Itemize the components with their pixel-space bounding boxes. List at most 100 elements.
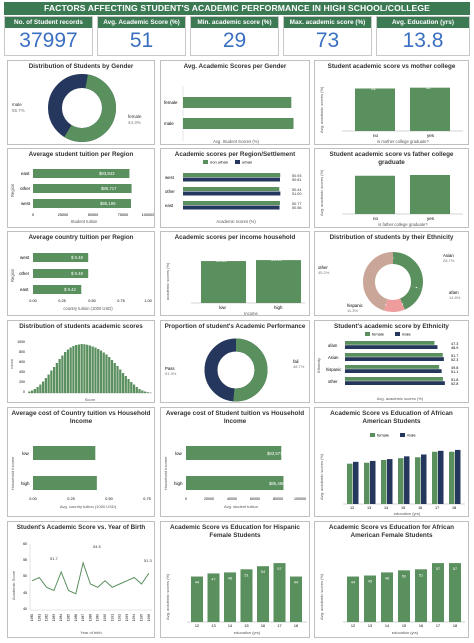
axis-label-y: Household Income [163, 456, 168, 490]
bar-14 [224, 572, 236, 622]
tick-label: 18 [294, 624, 298, 628]
category-label: east [20, 287, 29, 292]
histogram-bar [116, 366, 119, 393]
category-label: other [19, 271, 30, 276]
bar-east-urban [183, 205, 280, 210]
tick-label: 0.50 [105, 497, 112, 501]
kpi-value: 73 [315, 29, 340, 52]
bar-13 [364, 575, 376, 622]
tick-label: 18 [452, 506, 456, 510]
tick-label: 1982 [45, 614, 49, 621]
bar-hispanic-male [345, 369, 442, 373]
tick-label: 1994 [132, 614, 136, 621]
panel-tuition-region: Average student tuition per Region east … [7, 148, 155, 228]
chart-title: Distribution of students by their Ethnic… [329, 234, 454, 241]
data-label: 50.44 [292, 188, 302, 192]
data-label: 51.7 [451, 354, 458, 358]
histogram-bar [141, 390, 144, 393]
histogram-bar [86, 344, 89, 393]
category-label: female [164, 100, 178, 105]
chart-title: Average country tuition per Region [28, 234, 134, 241]
data-label: 57 [277, 567, 281, 571]
legend-pct-female: 44.3% [128, 120, 141, 125]
legend-pct-fail: 48.7% [293, 364, 305, 369]
bar-14-female [381, 460, 387, 504]
kpi-label: Max. academic score (%) [284, 17, 371, 28]
data-label: $ 0.42 [64, 287, 77, 292]
tick-label: 1984 [59, 614, 63, 621]
tick-label: 1983 [52, 614, 56, 621]
axis-label-y: Region [10, 268, 15, 282]
pass-fail-donut-chart: Pass 51.3% fail 48.7% [165, 338, 305, 402]
bar-12 [191, 576, 203, 622]
panel-pass-fail: Proportion of student's Academic Perform… [160, 320, 310, 403]
data-label: 47.3 [451, 342, 458, 346]
histogram-bar [64, 352, 67, 393]
bar-afam-male [345, 345, 438, 349]
bar-Asian-female [345, 353, 443, 357]
tick-label: 60000 [250, 497, 260, 501]
bar-Asian-male [345, 357, 444, 361]
tick-label: 0 [185, 497, 187, 501]
ethnicity-score-bar-chart: female male afam Asian hispanic other 47… [316, 332, 458, 402]
bar-low [33, 446, 96, 460]
axis-label-x: country tuition (1000 USD) [63, 306, 113, 311]
category-label: other [328, 379, 338, 384]
panel-year-of-birth: Student's Academic Score vs. Year of Bir… [7, 521, 155, 638]
histogram-bar [55, 363, 59, 393]
panel-father-college: Student academic score vs father college… [314, 148, 469, 228]
data-label: 52.8 [451, 382, 458, 386]
data-label: 50.33 [216, 258, 227, 263]
histogram-bar [58, 359, 61, 393]
tick-label: 17 [435, 506, 439, 510]
legend-swatch-non-urban [203, 160, 208, 164]
panel-country-tuition-region: Average country tuition per Region west … [7, 231, 155, 316]
tick-label: 1995 [140, 614, 144, 621]
bar-17 [273, 563, 286, 622]
tick-label: 20000 [204, 497, 214, 501]
axis-label-x: Student tuition [71, 219, 98, 224]
tick-label: 45 [23, 591, 27, 595]
chart-title: Student academic score vs mother college [327, 63, 456, 70]
histogram-bar [143, 391, 147, 393]
chart-title: Distribution of students academic scores [19, 323, 143, 330]
bar-low [201, 261, 246, 303]
data-label: $ 0.42 [99, 481, 112, 486]
axis-label-x: education (yrs) [394, 511, 421, 516]
bar-15 [240, 569, 253, 622]
category-label: west [165, 175, 175, 180]
legend-label: male [402, 332, 411, 337]
axis-label-x: education (yrs) [392, 630, 419, 635]
histogram-bar [53, 367, 56, 393]
bar-18-male [455, 449, 461, 504]
bar-12-male [353, 461, 359, 504]
tick-label: 1000 [17, 340, 25, 344]
kpi-student-records: No. of Student records 37997 [4, 16, 93, 56]
histogram-bar [80, 344, 83, 393]
legend-label: urban [242, 160, 252, 165]
legend-pct-pass: 51.3% [165, 371, 177, 376]
data-label: 52.3 [451, 358, 458, 362]
legend-label-fail: fail [293, 359, 299, 364]
histogram-bar [105, 354, 108, 393]
category-label: other [165, 189, 175, 194]
data-label: 52 [426, 170, 431, 175]
bar-other [33, 269, 89, 278]
tick-label: 1993 [125, 614, 129, 621]
data-label: 57 [453, 567, 457, 571]
bar-other-male [345, 381, 445, 385]
kpi-min-score: Min. academic score (%) 29 [190, 16, 279, 56]
panel-score-distribution: Distribution of students academic scores… [7, 320, 155, 403]
category-label: high [21, 481, 30, 486]
kpi-label: No. of Student records [5, 17, 92, 28]
axis-label-y: Avg. academic scores (%) [319, 86, 324, 133]
data-label: 51 [419, 573, 423, 577]
tick-label: 18 [453, 624, 457, 628]
tick-label: 1985 [67, 614, 71, 621]
data-label: 48 [385, 576, 389, 580]
tick-label: 13 [211, 624, 215, 628]
axis-label-x: Score [85, 397, 96, 402]
avg-gender-bar-chart: female male 50 51 Avg. Student Scores (%… [164, 86, 302, 144]
histogram-bar [99, 350, 103, 393]
category-label: west [21, 201, 31, 206]
